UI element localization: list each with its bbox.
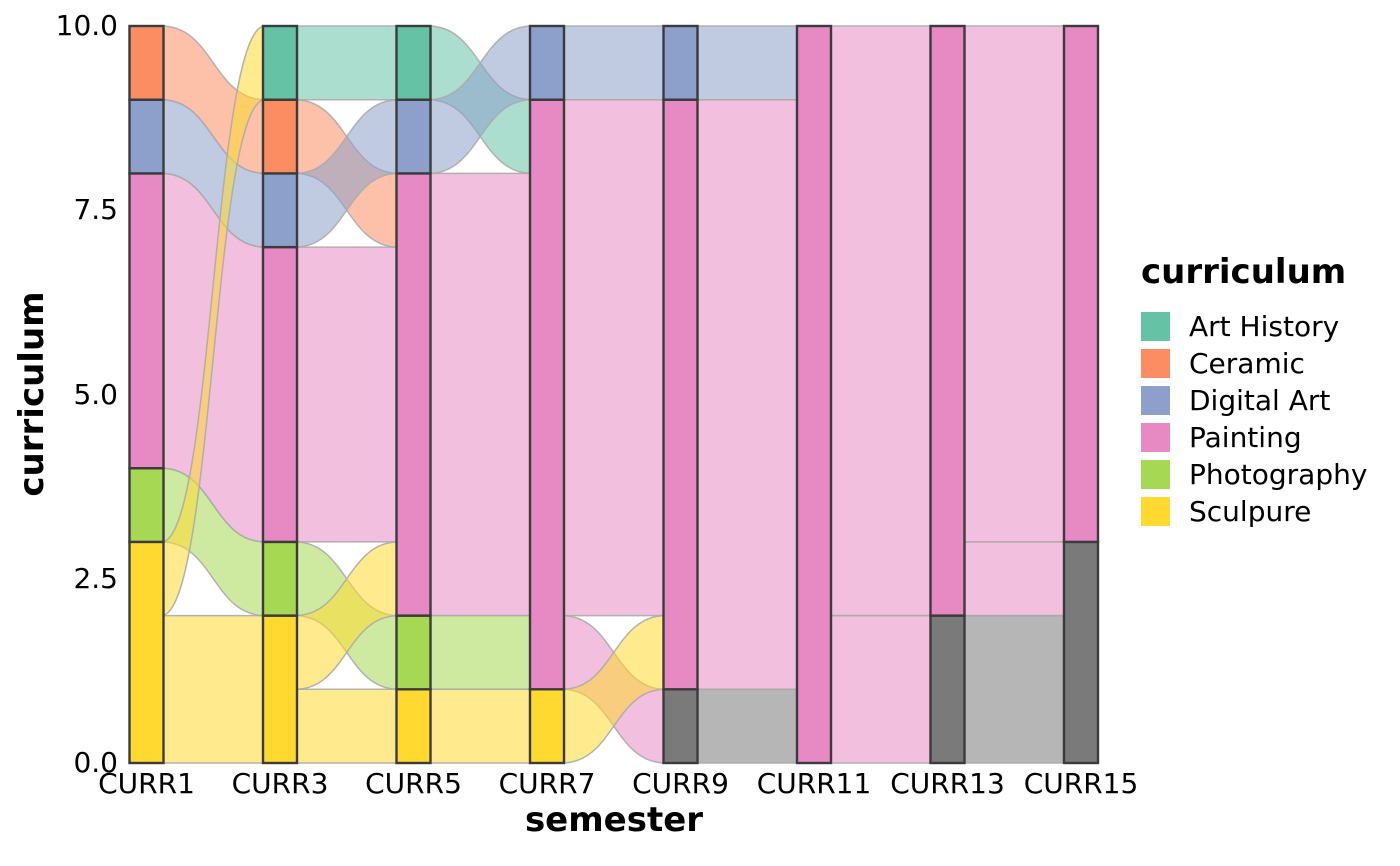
- y-tick-label: 10.0: [55, 9, 118, 42]
- flow-ribbon: [694, 688, 800, 764]
- legend-label: Photography: [1189, 458, 1368, 491]
- stratum: [128, 24, 165, 101]
- stratum: [395, 688, 432, 765]
- stratum: [261, 98, 299, 175]
- x-tick-label: CURR7: [498, 767, 596, 800]
- legend-swatch: [1141, 497, 1170, 526]
- y-tick-label: 0.0: [73, 746, 118, 779]
- stratum: [929, 24, 966, 617]
- legend: curriculum Art History Ceramic Digital Art…: [1141, 252, 1367, 530]
- legend-label: Digital Art: [1189, 384, 1331, 417]
- legend-swatch: [1141, 460, 1170, 489]
- legend-swatch: [1141, 423, 1170, 452]
- legend-label: Sculpure: [1189, 495, 1312, 528]
- legend-item: Art History: [1141, 308, 1367, 345]
- stratum: [128, 98, 165, 175]
- stratum: [662, 688, 699, 765]
- flow-ribbon: [961, 25, 1067, 543]
- stratum: [261, 172, 299, 249]
- stratum: [395, 172, 432, 617]
- flow-ribbon: [427, 614, 533, 691]
- x-tick-label: CURR13: [890, 767, 1005, 800]
- flow-ribbon: [961, 614, 1067, 764]
- flow-ribbon: [294, 688, 400, 764]
- legend-swatch: [1141, 312, 1170, 341]
- flow-ribbon: [427, 172, 533, 617]
- flow-ribbon: [294, 25, 400, 101]
- stratum: [662, 24, 699, 101]
- stratum: [261, 614, 299, 765]
- stratum: [128, 540, 165, 765]
- x-tick-label: CURR15: [1023, 767, 1139, 800]
- flow-ribbon: [561, 98, 667, 617]
- legend-label: Art History: [1189, 310, 1340, 343]
- stratum: [528, 24, 566, 101]
- x-tick-label: CURR5: [365, 767, 462, 800]
- legend-label: Painting: [1189, 421, 1302, 454]
- x-tick-label: CURR9: [632, 767, 729, 800]
- flow-ribbon: [561, 25, 667, 101]
- x-tick-label: CURR11: [756, 767, 872, 800]
- x-tick-label: CURR3: [231, 767, 329, 800]
- stratum: [395, 98, 432, 175]
- stratum: [261, 540, 299, 617]
- x-axis-title: semester: [524, 800, 704, 840]
- legend-swatch: [1141, 386, 1170, 415]
- legend-title: curriculum: [1141, 252, 1347, 292]
- legend-items: Art History Ceramic Digital Art Painting Pho…: [1141, 308, 1367, 530]
- legend-swatch: [1141, 349, 1170, 378]
- legend-item: Sculpure: [1141, 493, 1367, 530]
- legend-item: Photography: [1141, 456, 1367, 493]
- flow-ribbon: [427, 688, 533, 764]
- y-tick-label: 2.5: [73, 561, 118, 595]
- stratum: [395, 614, 432, 691]
- flow-ribbon: [160, 614, 266, 764]
- stratum: [528, 688, 566, 765]
- flow-ribbon: [828, 614, 934, 764]
- legend-item: Ceramic: [1141, 345, 1367, 382]
- flow-ribbon: [961, 541, 1067, 617]
- stratum: [1062, 540, 1100, 765]
- x-tick-label: CURR1: [98, 767, 195, 800]
- stratum: [795, 24, 833, 765]
- flow-ribbon: [694, 98, 800, 691]
- stratum: [261, 245, 299, 544]
- flow-ribbon: [294, 246, 400, 543]
- flow-ribbon: [828, 25, 934, 617]
- stratum: [662, 98, 699, 691]
- y-tick-label: 5.0: [73, 377, 118, 411]
- y-tick-label: 7.5: [73, 193, 118, 227]
- legend-item: Digital Art: [1141, 382, 1367, 419]
- stratum: [395, 24, 432, 101]
- flow-ribbon: [694, 25, 800, 101]
- stratum: [1062, 24, 1100, 544]
- stratum: [528, 98, 566, 691]
- stratum: [261, 24, 299, 101]
- legend-item: Painting: [1141, 419, 1367, 456]
- legend-label: Ceramic: [1189, 347, 1305, 380]
- stratum: [128, 172, 165, 470]
- stratum: [929, 614, 966, 765]
- stratum: [128, 467, 165, 544]
